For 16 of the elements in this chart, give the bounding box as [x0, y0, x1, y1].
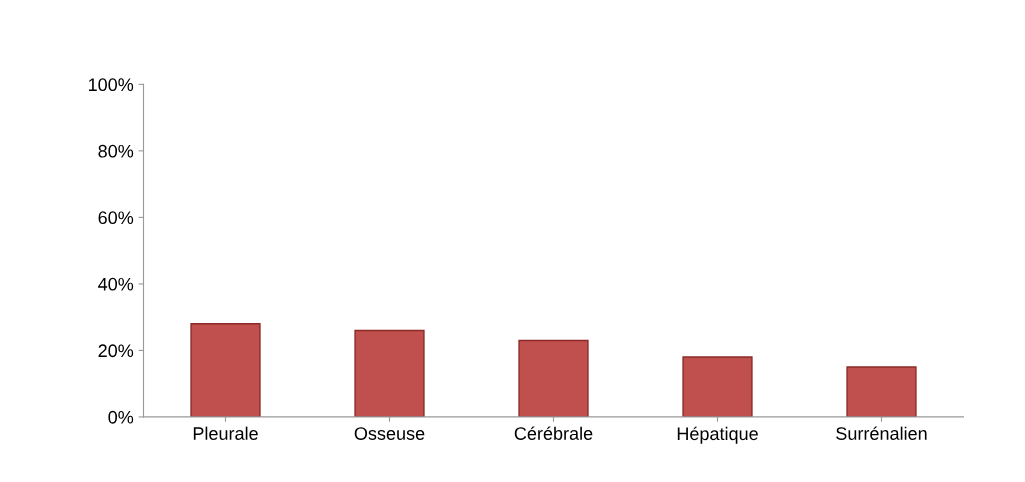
bar: [190, 323, 261, 417]
y-tick-label: 80%: [98, 144, 134, 158]
y-tick-label: 100%: [88, 78, 134, 92]
x-tick-label: Hépatique: [677, 426, 758, 444]
x-tick-label: Pleurale: [193, 426, 258, 440]
x-tick-label: Surrénalien: [836, 426, 927, 440]
bar: [682, 356, 753, 417]
x-tick-label: Cérébrale: [514, 426, 593, 440]
y-tick-label: 20%: [98, 344, 134, 358]
y-tick-label: 0%: [108, 410, 134, 424]
x-tick-label: Osseuse: [354, 427, 425, 440]
bar: [518, 339, 589, 417]
y-tick-label: 60%: [98, 211, 134, 225]
bar: [846, 366, 917, 417]
bar: [354, 329, 425, 417]
y-tick-label: 40%: [98, 277, 134, 291]
